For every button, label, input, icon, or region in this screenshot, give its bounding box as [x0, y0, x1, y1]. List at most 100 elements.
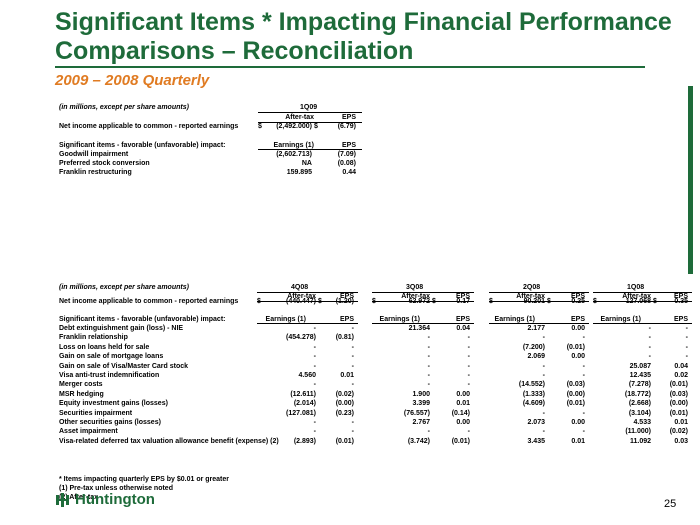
col-header-aftertax: After-tax — [516, 293, 545, 300]
footnotes: * Items impacting quarterly EPS by $0.01… — [59, 475, 229, 502]
row-value: - — [648, 334, 651, 342]
row-value: - — [542, 372, 545, 379]
row-value: (2.014) — [293, 400, 316, 408]
header-rule — [257, 301, 358, 302]
row-value: (12.611) — [290, 390, 316, 398]
row-value: 159.895 — [286, 169, 312, 176]
row-eps: 0.00 — [456, 419, 470, 426]
row-value: 25.087 — [629, 362, 651, 370]
row-eps: 0.00 — [571, 419, 585, 426]
period-header: 3Q08 — [406, 284, 424, 291]
col-header-earnings: Earnings (1) — [273, 142, 314, 149]
row-label: MSR hedging — [59, 390, 104, 398]
currency-sign: $ — [318, 298, 322, 305]
row-eps: - — [467, 353, 470, 361]
header-rule — [372, 292, 474, 293]
row-value: - — [542, 428, 545, 436]
row-value: (7.200) — [522, 343, 545, 351]
row-value: 4.533 — [633, 419, 651, 426]
row-label: Goodwill impairment — [59, 151, 129, 158]
row-eps: - — [467, 428, 470, 436]
logo-text: Huntington — [75, 491, 155, 508]
row-value: - — [427, 334, 430, 342]
row-label: Preferred stock conversion — [59, 160, 150, 167]
row-eps: - — [582, 372, 585, 379]
row-value: 2.767 — [412, 419, 430, 426]
row-eps: 0.00 — [571, 325, 585, 332]
row-label: Gain on sale of Visa/Master Card stock — [59, 362, 189, 370]
row-value: - — [313, 362, 316, 370]
header-rule — [258, 122, 362, 123]
net-income-aftertax: 127.068 — [625, 298, 651, 305]
row-eps: (0.23) — [335, 409, 354, 417]
row-eps: (0.01) — [566, 400, 585, 408]
row-value: - — [313, 381, 316, 389]
row-value: - — [542, 409, 545, 417]
currency-sign: $ — [257, 298, 261, 305]
row-eps: (0.03) — [669, 390, 688, 398]
row-value: (454.278) — [286, 334, 316, 342]
row-value: (2,602.713) — [276, 151, 312, 158]
col-header-earnings: Earnings (1) — [265, 316, 306, 323]
row-eps: - — [582, 334, 585, 342]
row-label: Franklin restructuring — [59, 169, 132, 176]
row-eps: 0.04 — [674, 362, 688, 370]
row-value: - — [648, 353, 651, 361]
row-value: (4.609) — [522, 400, 545, 408]
period-header: 1Q08 — [627, 284, 645, 291]
net-income-eps: (6.79) — [337, 123, 356, 130]
row-eps: (0.01) — [566, 343, 585, 351]
row-value: 4.560 — [298, 372, 316, 379]
row-value: 2.073 — [527, 419, 545, 426]
header-rule — [257, 323, 358, 324]
currency-sign: $ — [372, 298, 376, 305]
row-eps: - — [582, 428, 585, 436]
row-value: (11.000) — [625, 428, 651, 436]
row-label: Visa-related deferred tax valuation allo… — [59, 437, 279, 445]
period-header: 4Q08 — [291, 284, 309, 291]
row-label: Visa anti-trust indemnification — [59, 372, 160, 379]
footnote: * Items impacting quarterly EPS by $0.01… — [59, 476, 230, 483]
header-rule — [372, 323, 474, 324]
row-value: 3.435 — [527, 437, 545, 445]
row-eps: (0.14) — [451, 409, 470, 417]
row-value: (2.668) — [628, 400, 651, 408]
row-value: (14.552) — [518, 381, 545, 389]
header-rule — [258, 112, 362, 113]
row-label: Other securities gains (losses) — [59, 419, 161, 426]
net-income-label: Net income applicable to common - report… — [59, 298, 239, 305]
row-label: Asset impairment — [59, 428, 118, 436]
col-header-eps: EPS — [570, 316, 585, 323]
row-value: 1.900 — [412, 390, 430, 398]
row-eps: - — [582, 362, 585, 370]
units-note: (in millions, except per share amounts) — [59, 284, 189, 291]
header-rule — [593, 292, 692, 293]
net-income-label: Net income applicable to common - report… — [59, 123, 239, 130]
row-eps: (0.01) — [335, 437, 354, 445]
header-rule — [489, 292, 589, 293]
col-header-eps: EPS — [673, 293, 688, 300]
header-rule — [258, 149, 362, 150]
row-value: - — [427, 353, 430, 361]
col-header-eps: EPS — [341, 142, 356, 149]
row-label: Securities impairment — [59, 409, 133, 417]
row-eps: - — [351, 419, 354, 426]
col-header-eps: EPS — [341, 114, 356, 121]
row-value: (2.893) — [293, 437, 316, 445]
row-value: - — [313, 343, 316, 351]
currency-sign: $ — [489, 298, 493, 305]
col-header-aftertax: After-tax — [285, 114, 314, 121]
currency-sign: $ — [593, 298, 597, 305]
row-label: Franklin relationship — [59, 334, 128, 342]
row-label: Debt extinguishment gain (loss) - NIE — [59, 325, 184, 332]
currency-sign: $ — [258, 123, 262, 130]
net-income-aftertax: (440.447) — [286, 298, 316, 305]
row-eps: 0.01 — [340, 372, 354, 379]
row-eps: - — [351, 362, 354, 370]
net-income-eps: (1.20) — [335, 298, 354, 305]
net-income-eps: 0.25 — [571, 298, 585, 305]
row-eps: - — [685, 343, 688, 351]
row-value: (127.081) — [286, 409, 316, 417]
row-eps: 0.01 — [571, 437, 585, 445]
row-value: 2.069 — [527, 353, 545, 361]
